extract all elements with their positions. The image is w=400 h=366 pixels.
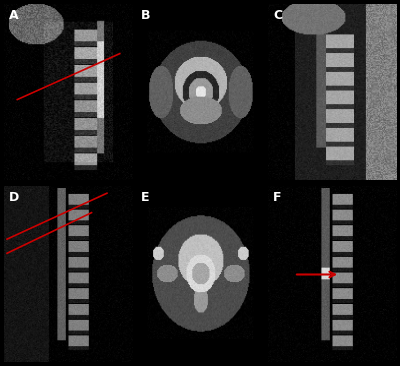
Text: E: E xyxy=(141,191,150,204)
Text: C: C xyxy=(273,9,282,22)
Text: A: A xyxy=(9,9,19,22)
Text: F: F xyxy=(273,191,282,204)
Text: B: B xyxy=(141,9,150,22)
Text: D: D xyxy=(9,191,19,204)
